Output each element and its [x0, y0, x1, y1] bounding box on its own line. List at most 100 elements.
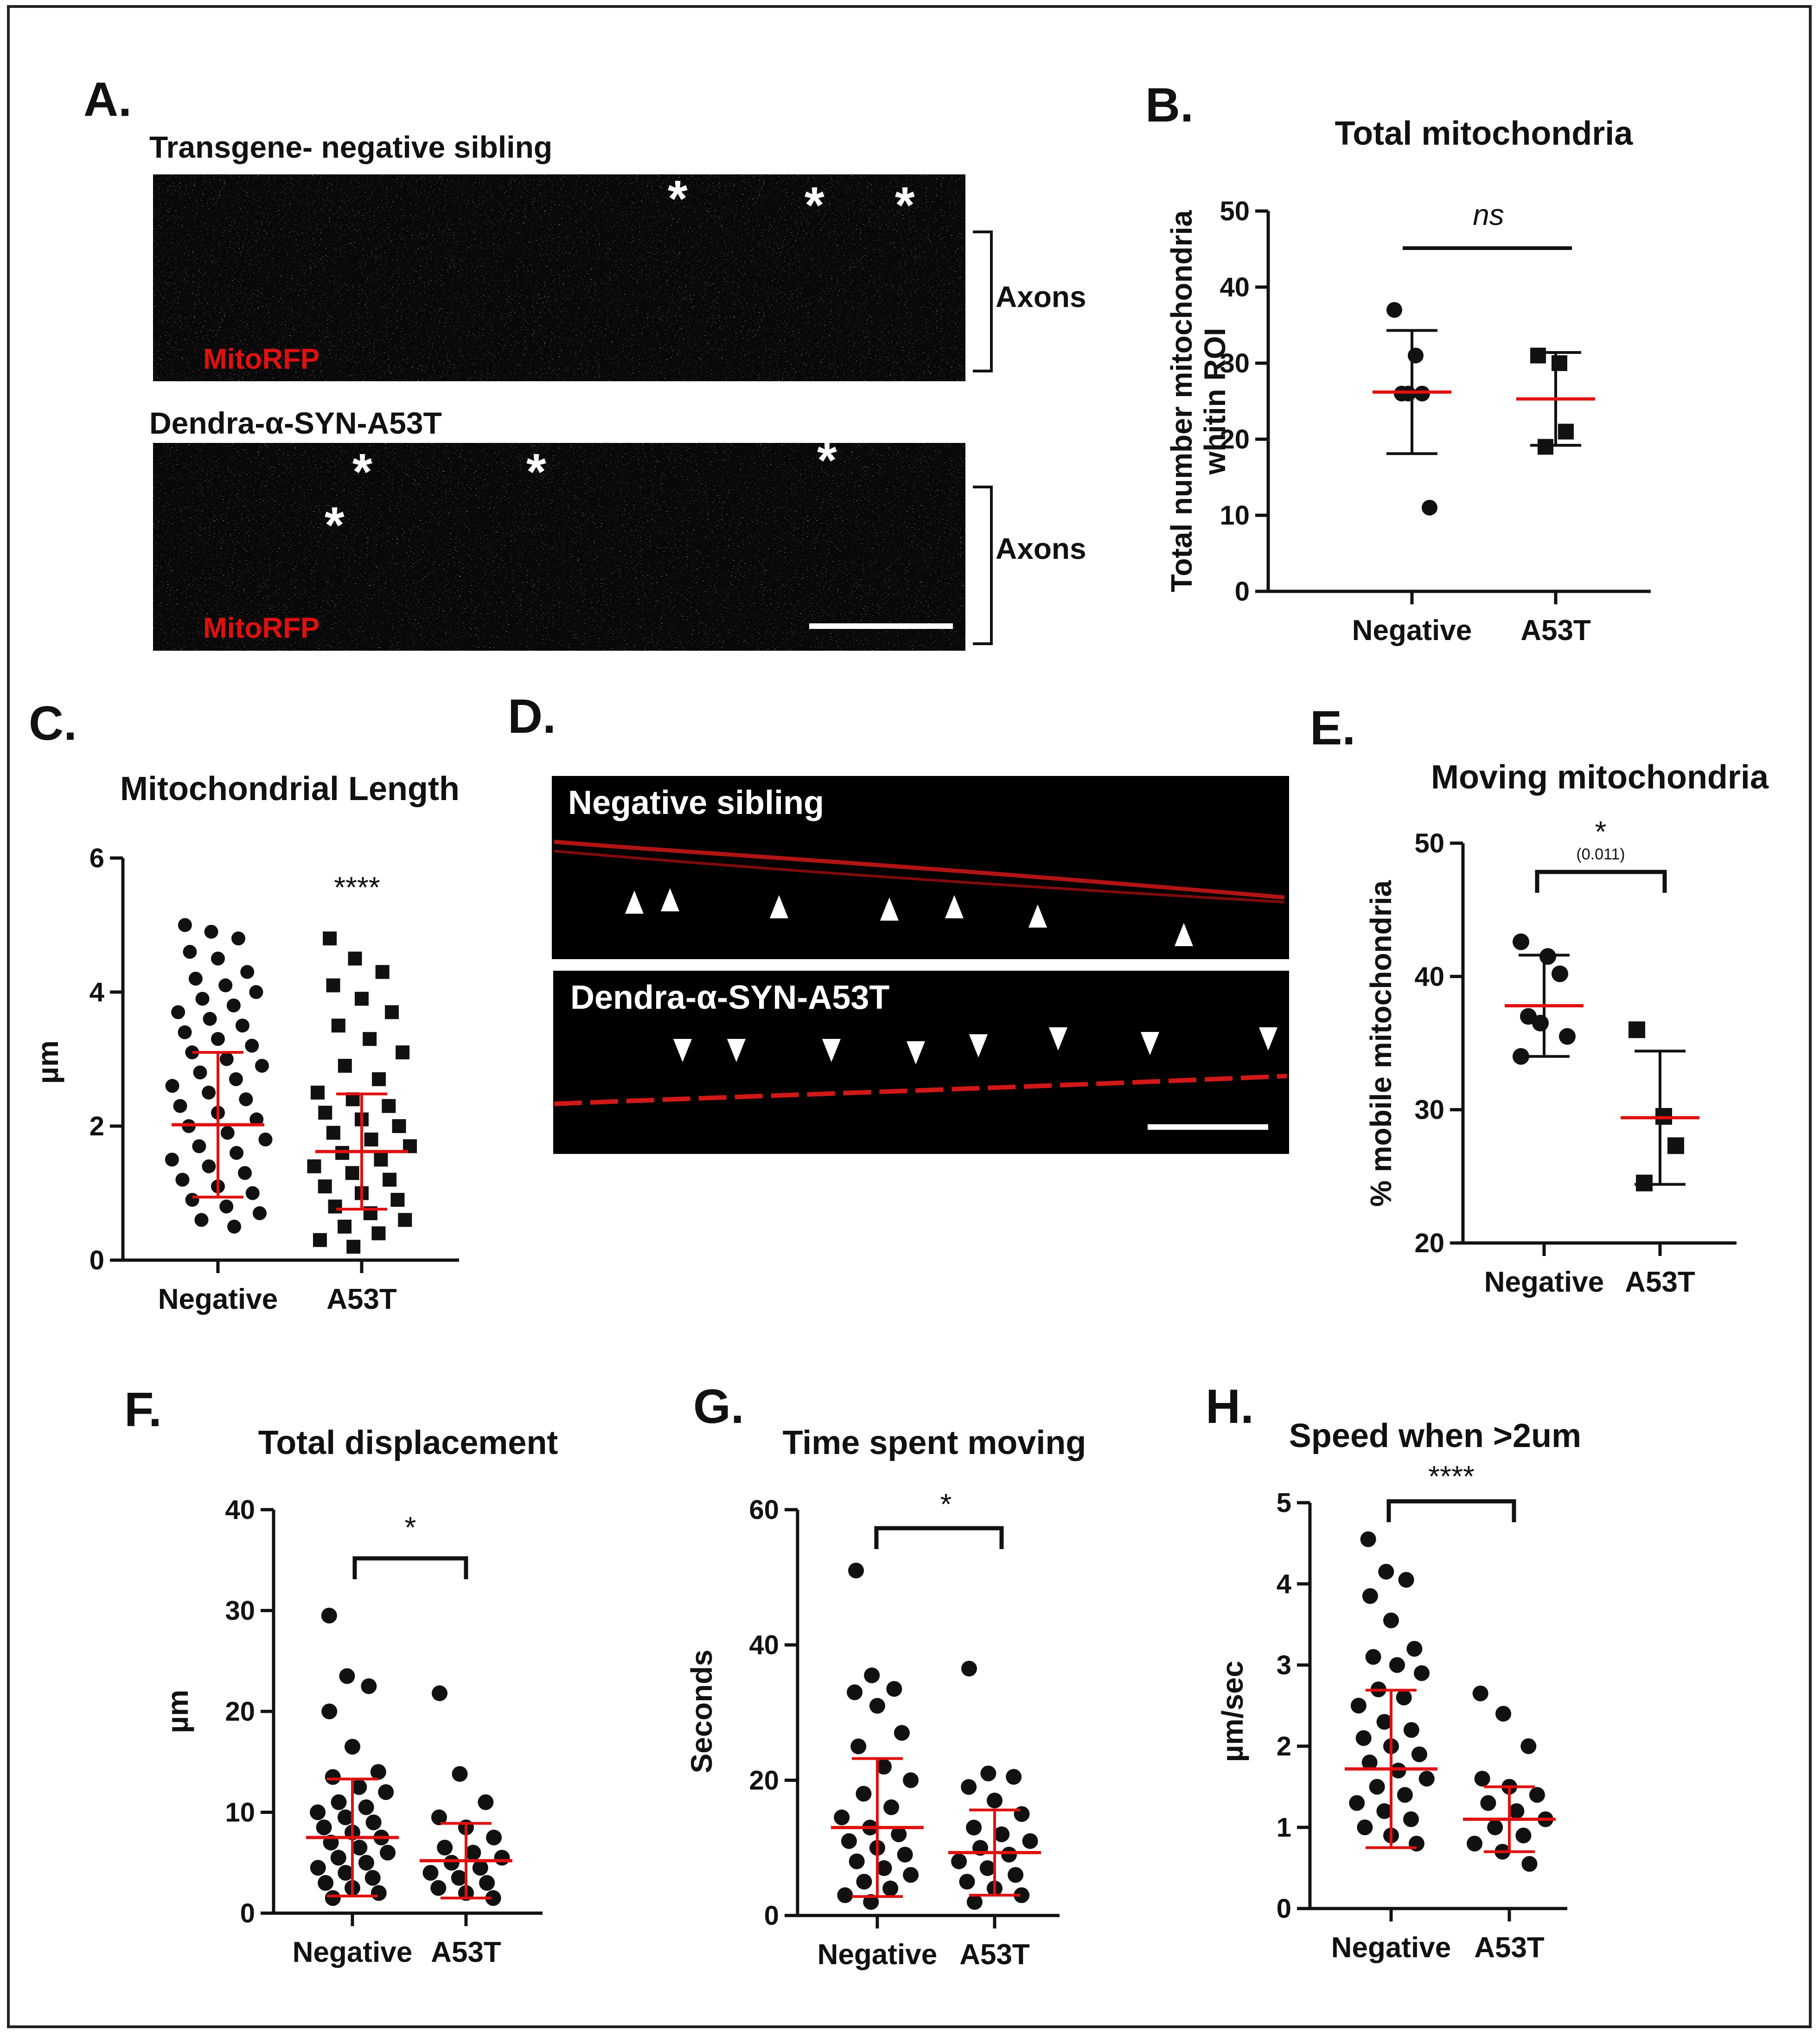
- asterisk: *: [817, 432, 837, 489]
- asterisk: *: [526, 443, 546, 500]
- data-point: [203, 1012, 217, 1026]
- data-point: [358, 1799, 374, 1815]
- panel-g: G. Time spent moving Seconds 0 20 40 60 Negati…: [685, 1380, 1086, 1971]
- data-point: [966, 1819, 982, 1836]
- y-axis-label: Seconds: [685, 1650, 718, 1774]
- y-tick-label: 6: [89, 843, 104, 873]
- panel-letter-c: C.: [29, 697, 77, 750]
- data-point: [856, 1786, 872, 1802]
- data-point: [211, 951, 225, 966]
- panel-c: C. Mitochondrial Length µm 0 2 4 6 Negative A53…: [29, 697, 460, 1315]
- data-point: [204, 924, 218, 939]
- y-tick-label: 50: [1414, 828, 1444, 858]
- data-point: [1474, 1771, 1490, 1787]
- data-point: [1530, 347, 1546, 364]
- y-tick-label: 40: [1220, 272, 1250, 302]
- data-point: [1349, 1795, 1365, 1811]
- data-point: [432, 1685, 448, 1701]
- data-point: [1376, 1714, 1392, 1730]
- data-point: [486, 1829, 502, 1845]
- data-point: [478, 1794, 494, 1810]
- data-point: [331, 1794, 347, 1810]
- y-tick-label: 20: [225, 1697, 255, 1727]
- data-point: [849, 1853, 865, 1870]
- data-point: [323, 931, 337, 946]
- data-point: [165, 1079, 179, 1093]
- data-point: [485, 1890, 501, 1906]
- y-tick-label: 0: [1235, 577, 1250, 607]
- asterisk: *: [352, 443, 372, 500]
- data-point: [321, 1704, 338, 1719]
- data-point: [252, 1206, 267, 1220]
- data-point: [465, 1845, 481, 1861]
- x-tick-label: A53T: [431, 1936, 501, 1968]
- data-point: [1355, 1730, 1372, 1746]
- data-point: [1529, 1787, 1545, 1803]
- data-point: [396, 1045, 410, 1060]
- data-point: [192, 1139, 206, 1153]
- x-tick-label: A53T: [1520, 615, 1591, 647]
- data-point: [422, 1865, 439, 1881]
- data-point: [472, 1860, 488, 1876]
- data-point: [1487, 1819, 1503, 1835]
- data-point: [385, 1005, 399, 1019]
- chart-title: Speed when >2um: [1289, 1417, 1581, 1454]
- data-point: [185, 1045, 199, 1060]
- panel-letter-e: E.: [1310, 701, 1355, 755]
- data-point: [374, 1153, 388, 1167]
- data-point: [1480, 1795, 1496, 1811]
- y-axis-label: µm/sec: [1216, 1661, 1249, 1762]
- data-point: [479, 1875, 495, 1891]
- data-point: [1350, 1698, 1367, 1714]
- data-point: [338, 1058, 352, 1073]
- data-point: [1361, 1755, 1378, 1770]
- data-point: [1386, 302, 1402, 318]
- y-axis-label: Total number mitochondriawhitin ROI: [1165, 210, 1232, 592]
- data-point: [318, 1179, 332, 1194]
- data-point: [183, 945, 197, 959]
- data-point: [321, 1608, 337, 1624]
- data-point: [837, 1887, 853, 1903]
- data-point: [1552, 965, 1568, 982]
- y-tick-label: 0: [89, 1245, 104, 1275]
- data-point: [230, 1146, 244, 1160]
- data-point: [173, 1099, 187, 1113]
- data-point: [894, 1725, 910, 1741]
- data-point: [372, 1072, 386, 1086]
- data-point: [361, 1678, 377, 1694]
- data-point: [355, 992, 369, 1006]
- data-point: [1628, 1021, 1645, 1038]
- y-axis-label-line: whitin ROI: [1198, 328, 1232, 475]
- data-point: [325, 1890, 341, 1906]
- x-tick-label: A53T: [1625, 1266, 1695, 1298]
- data-point: [1389, 1657, 1405, 1673]
- data-point: [1467, 1836, 1483, 1851]
- data-point: [1022, 1833, 1038, 1849]
- x-tick-label: Negative: [817, 1939, 937, 1971]
- data-point: [1520, 1738, 1537, 1754]
- chart-c: Mitochondrial Length µm 0 2 4 6 Negative A53T **…: [31, 770, 460, 1315]
- y-tick-label: 10: [225, 1798, 255, 1828]
- data-point: [195, 992, 210, 1006]
- axon-bracket: [973, 486, 993, 645]
- data-point: [951, 1853, 967, 1870]
- data-point: [370, 1885, 387, 1901]
- data-point: [171, 1005, 185, 1019]
- data-point: [193, 1065, 207, 1080]
- data-point: [348, 951, 362, 966]
- y-tick-label: 30: [1414, 1095, 1444, 1125]
- x-tick-label: Negative: [1331, 1932, 1451, 1964]
- data-point: [856, 1874, 872, 1890]
- data-point: [185, 1192, 199, 1207]
- data-point: [987, 1793, 1003, 1809]
- data-point: [1365, 1649, 1381, 1665]
- y-tick-label: 0: [764, 1901, 779, 1931]
- asterisk: *: [668, 170, 688, 227]
- data-point: [345, 1166, 359, 1180]
- data-point: [311, 1085, 325, 1100]
- data-point: [310, 1860, 326, 1876]
- data-point: [365, 1814, 382, 1831]
- y-axis-label-line: Total number mitochondria: [1165, 210, 1198, 592]
- data-point: [194, 1213, 209, 1227]
- data-point: [326, 1126, 340, 1140]
